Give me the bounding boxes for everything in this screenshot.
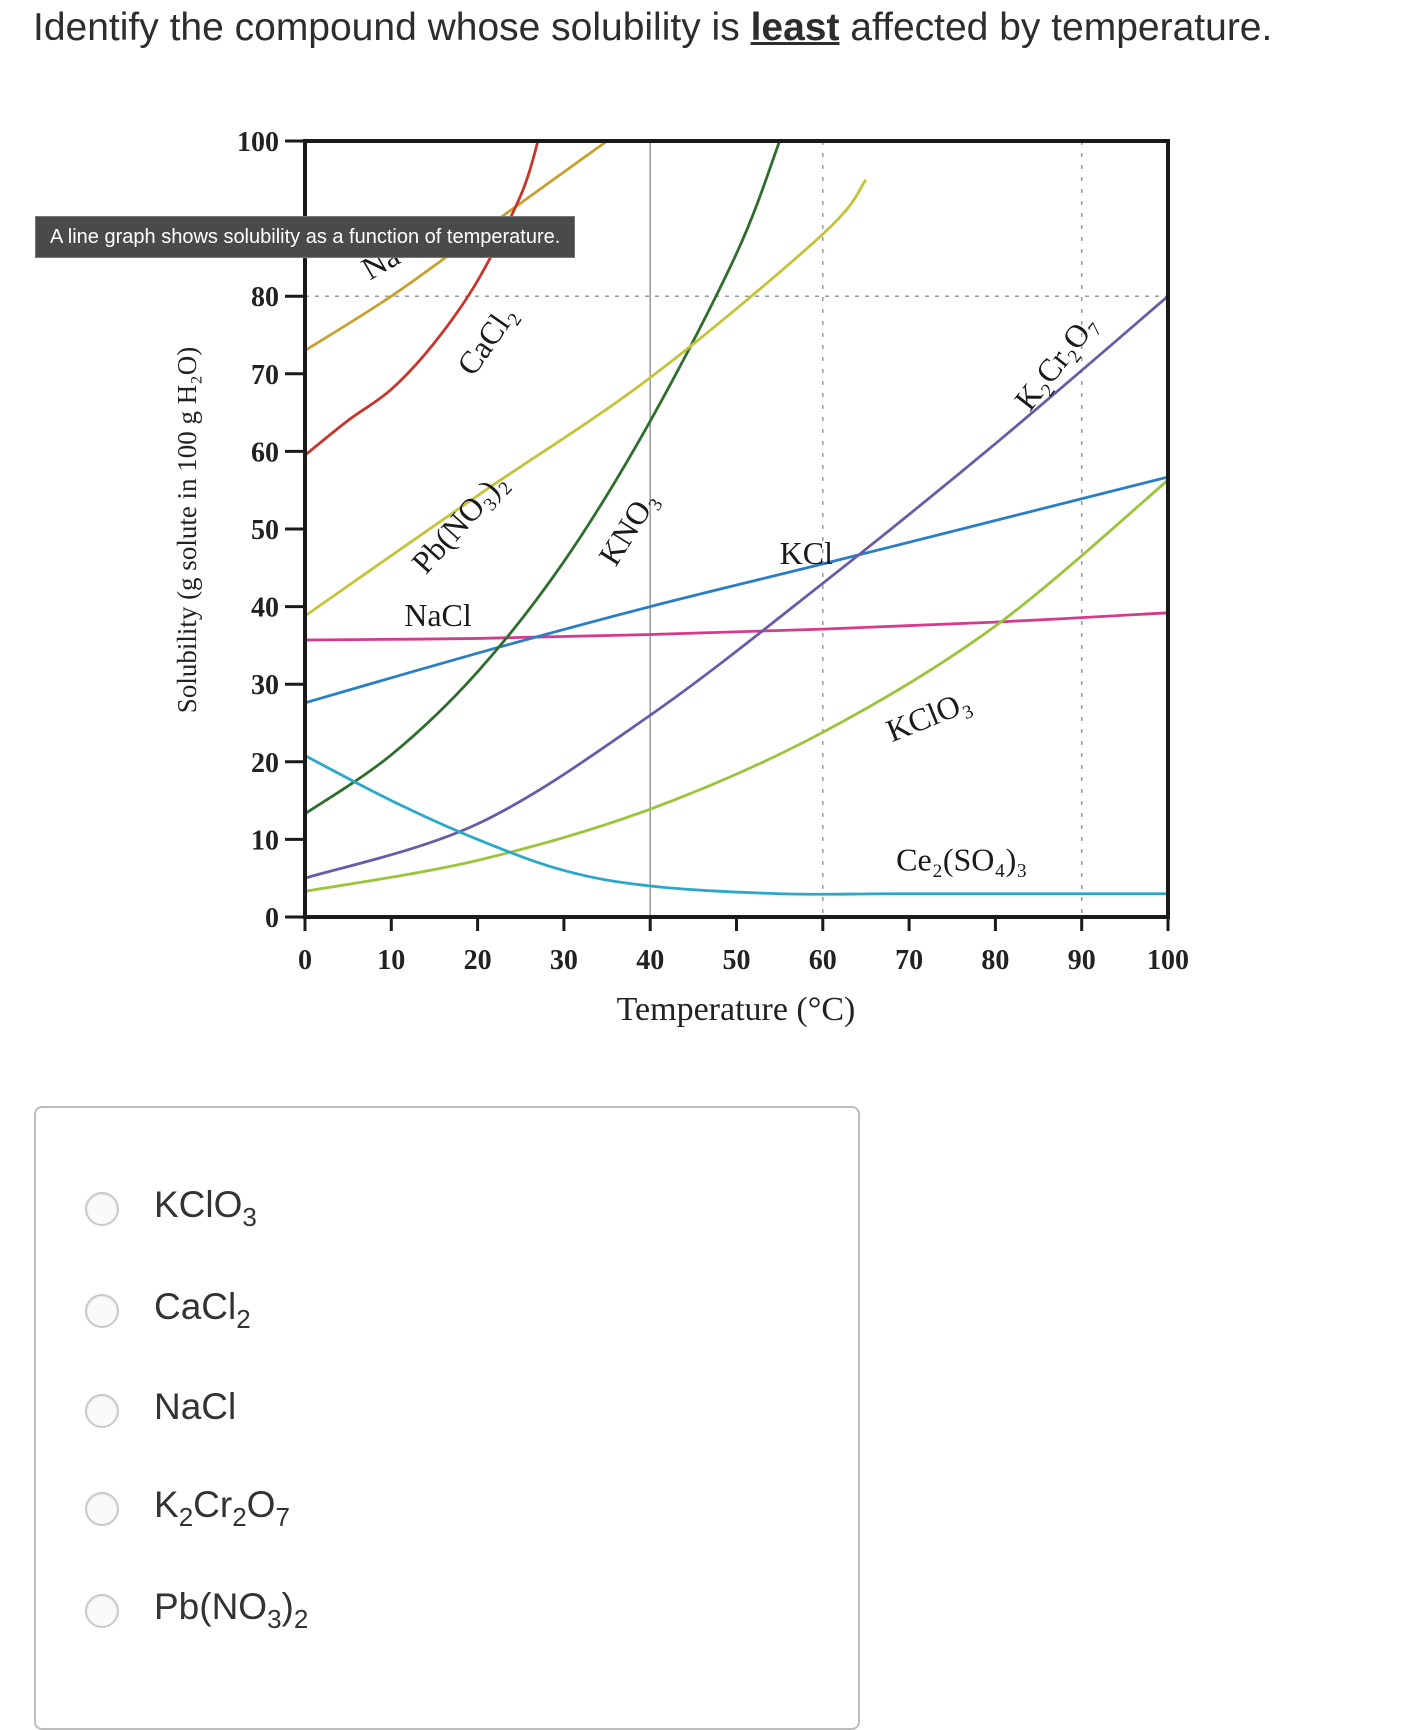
x-tick-label: 80 <box>981 945 1009 976</box>
label-ce2so43: Ce₂(SO₄)₃ <box>896 841 1027 877</box>
x-tick-label: 60 <box>809 945 837 976</box>
x-tick-label: 50 <box>723 945 751 976</box>
option-nacl[interactable]: NaCl <box>36 1382 736 1442</box>
y-tick-label: 100 <box>237 127 279 158</box>
chart-tooltip: A line graph shows solubility as a funct… <box>35 216 576 258</box>
radio-button[interactable] <box>85 1294 119 1328</box>
y-axis-label: Solubility (g solute in 100 g H₂O) <box>172 347 202 713</box>
x-tick-label: 30 <box>550 945 578 976</box>
x-tick-label: 40 <box>636 945 664 976</box>
option-label: NaCl <box>154 1382 236 1432</box>
label-kno3: KNO₃ <box>591 484 664 571</box>
formula-text: Cr <box>193 1484 233 1525</box>
series-line-kcl <box>305 475 1168 705</box>
option-pbno32[interactable]: Pb(NO3)2 <box>36 1582 736 1642</box>
label-nacl: NaCl <box>404 597 472 633</box>
option-label: CaCl2 <box>154 1282 251 1332</box>
subscript: 3 <box>242 1202 257 1232</box>
series-line-pbno32 <box>305 178 868 618</box>
formula-text: Pb(NO <box>154 1586 268 1627</box>
y-tick-label: 70 <box>251 360 279 391</box>
subscript: 2 <box>178 1502 194 1532</box>
option-label: K2Cr2O7 <box>154 1480 290 1530</box>
question-before: Identify the compound whose solubility i… <box>33 6 751 49</box>
question-after: affected by temperature. <box>839 6 1273 49</box>
formula-text: O <box>246 1484 276 1525</box>
question-text: Identify the compound whose solubility i… <box>33 6 1272 50</box>
radio-button[interactable] <box>85 1394 119 1428</box>
x-tick-label: 100 <box>1147 945 1189 976</box>
x-tick-label: 0 <box>298 945 312 976</box>
series-line-k2cr2o7 <box>305 295 1168 880</box>
series-line-kno3 <box>305 141 781 815</box>
x-tick-label: 20 <box>464 945 492 976</box>
option-k2cr2o7[interactable]: K2Cr2O7 <box>36 1480 736 1540</box>
solubility-chart: 0 10 20 30 40 50 60 70 80 90 100 0 10 20 30 40 50 60 70 80 1… <box>172 127 1189 1028</box>
question-emphasis: least <box>750 6 840 49</box>
y-tick-label: 20 <box>251 748 279 779</box>
answer-options: KClO3 CaCl2 NaCl K2Cr2O7 Pb(NO3)2 <box>34 1106 860 1730</box>
option-kclo3[interactable]: KClO3 <box>36 1180 736 1240</box>
x-tick-label: 10 <box>377 945 405 976</box>
option-label: Pb(NO3)2 <box>154 1582 308 1632</box>
radio-button[interactable] <box>85 1192 119 1226</box>
y-tick-label: 60 <box>251 437 279 468</box>
formula-text: KClO <box>154 1184 243 1225</box>
y-tick-label: 40 <box>251 593 279 624</box>
subscript: 7 <box>275 1502 290 1532</box>
x-axis-label: Temperature (°C) <box>617 991 856 1028</box>
option-cacl2[interactable]: CaCl2 <box>36 1282 736 1342</box>
label-cacl2: CaCl₂ <box>450 298 524 382</box>
y-tick-label: 30 <box>251 670 279 701</box>
series-line-kclo3 <box>305 479 1168 893</box>
y-tick-label: 80 <box>251 282 279 313</box>
formula-text: K <box>154 1484 179 1525</box>
y-tick-label: 10 <box>251 825 279 856</box>
y-tick-label: 50 <box>251 515 279 546</box>
option-label: KClO3 <box>154 1180 257 1230</box>
label-kcl: KCl <box>780 535 833 571</box>
radio-button[interactable] <box>85 1492 119 1526</box>
label-pbno32: Pb(NO₃)₂ <box>404 464 513 580</box>
formula-text: CaCl <box>154 1286 237 1327</box>
formula-text: NaCl <box>154 1386 237 1427</box>
formula-text: ) <box>281 1586 294 1627</box>
subscript: 2 <box>232 1502 247 1532</box>
radio-button[interactable] <box>85 1594 119 1628</box>
subscript: 2 <box>293 1604 309 1634</box>
subscript: 3 <box>267 1604 282 1634</box>
series-line-cacl2 <box>305 141 540 457</box>
subscript: 2 <box>236 1304 251 1334</box>
series-line-ce2so43 <box>305 754 1168 896</box>
y-tick-label: 0 <box>265 903 279 934</box>
x-tick-label: 90 <box>1068 945 1096 976</box>
series-line-nacl <box>305 611 1168 642</box>
x-tick-label: 70 <box>895 945 923 976</box>
